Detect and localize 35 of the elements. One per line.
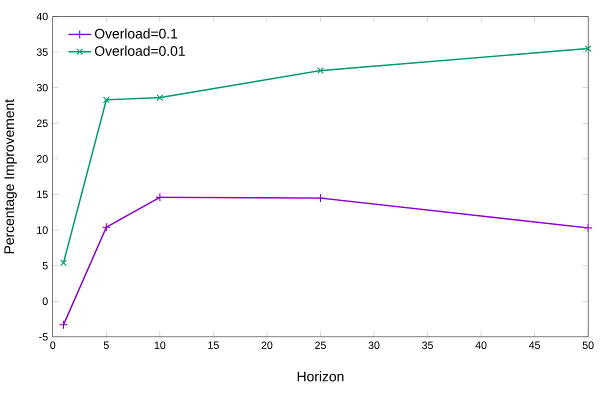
x-tick-label: 15 bbox=[208, 341, 219, 349]
point bbox=[155, 192, 164, 202]
y-tick-label: 5 bbox=[42, 262, 48, 270]
y-tick-label: 30 bbox=[36, 84, 48, 92]
point bbox=[103, 96, 110, 103]
y-tick-label: -5 bbox=[39, 332, 48, 340]
point bbox=[316, 193, 325, 202]
y-tick-label: 40 bbox=[36, 12, 48, 20]
x-tick-label: 0 bbox=[50, 341, 56, 349]
legend-label: Overload=0.1 bbox=[94, 28, 178, 38]
y-tick-label: 20 bbox=[36, 154, 48, 162]
point bbox=[584, 44, 592, 52]
x-tick-label: 5 bbox=[104, 341, 109, 349]
x-tick-label: 45 bbox=[528, 341, 540, 349]
x-tick-label: 30 bbox=[368, 341, 380, 349]
legend-label: Overload=0.01 bbox=[94, 45, 185, 56]
x-tick-label: 10 bbox=[154, 341, 166, 349]
y-tick-label: 10 bbox=[37, 226, 48, 234]
x-tick-label: 35 bbox=[422, 341, 433, 349]
point bbox=[59, 320, 68, 330]
point bbox=[584, 223, 593, 232]
y-tick-label: 15 bbox=[37, 190, 48, 198]
x-axis-title: Horizon bbox=[298, 371, 344, 382]
y-axis-title: Percentage Improvement bbox=[4, 98, 17, 254]
x-tick-label: 20 bbox=[262, 341, 272, 349]
point bbox=[102, 222, 111, 232]
x-tick-label: 40 bbox=[475, 341, 487, 349]
x-tick-label: 25 bbox=[315, 341, 326, 349]
point bbox=[317, 67, 324, 74]
y-tick-label: 25 bbox=[36, 119, 48, 127]
point bbox=[156, 94, 164, 101]
y-tick-label: 35 bbox=[36, 48, 48, 56]
x-tick-label: 50 bbox=[582, 341, 594, 349]
y-tick-label: 0 bbox=[42, 297, 48, 305]
point bbox=[60, 259, 67, 266]
